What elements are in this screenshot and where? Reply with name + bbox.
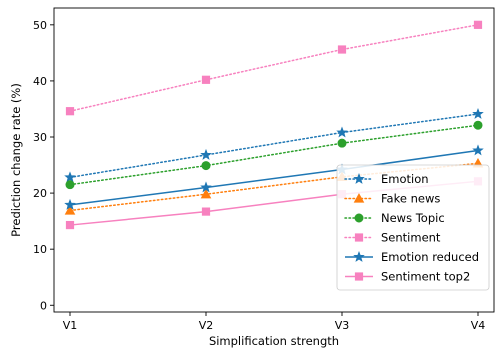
x-tick-label: V1 [63, 319, 78, 332]
y-tick-label: 20 [33, 187, 47, 200]
legend-label-sentiment: Sentiment [381, 231, 441, 245]
y-axis-label: Prediction change rate (%) [9, 83, 23, 237]
x-axis-label: Simplification strength [209, 334, 339, 348]
x-axis: V1 V2 V3 V4 [63, 312, 486, 332]
data-point-emotion-reduced [472, 144, 484, 156]
series-line-emotion-reduced [69, 149, 479, 206]
data-point-sentiment [337, 45, 347, 54]
series-line-emotion [69, 113, 479, 179]
data-point-news-topic [201, 161, 211, 171]
legend-label-fake-news: Fake news [381, 192, 440, 206]
legend-marker-emotion [353, 172, 365, 184]
y-tick-label: 10 [33, 243, 47, 256]
legend-marker-sentiment-top2 [354, 272, 364, 281]
legend-box [336, 164, 490, 291]
data-point-sentiment-top2 [65, 220, 75, 230]
series-line-news-topic [69, 124, 479, 186]
data-point-sentiment [65, 107, 75, 116]
y-tick-label: 0 [40, 299, 47, 312]
data-point-news-topic [337, 138, 347, 148]
x-tick-label: V4 [471, 319, 486, 332]
legend-marker-fake-news [353, 193, 365, 203]
data-point-news-topic [473, 120, 483, 130]
legend-label-news-topic: News Topic [381, 211, 445, 225]
legend-label-sentiment-top2: Sentiment top2 [381, 270, 470, 284]
data-point-emotion [64, 171, 76, 183]
legend-marker-news-topic [354, 213, 364, 223]
y-tick-label: 40 [33, 75, 47, 88]
legend: Emotion Fake news News Topic Sentiment Emoti… [336, 164, 490, 291]
series-line-sentiment [69, 24, 479, 112]
legend-marker-sentiment [354, 233, 364, 242]
legend-label-emotion: Emotion [381, 172, 429, 186]
data-point-sentiment [201, 75, 211, 84]
series-line-fake-news [69, 162, 479, 212]
data-point-emotion-reduced [200, 181, 212, 193]
data-point-emotion [200, 148, 212, 160]
data-point-fake-news [200, 188, 212, 199]
data-point-sentiment-top2 [201, 207, 211, 216]
data-point-fake-news [64, 205, 76, 215]
data-point-emotion-reduced [64, 198, 76, 210]
data-point-emotion [336, 126, 348, 138]
y-tick-label: 30 [33, 131, 47, 144]
x-tick-label: V3 [335, 319, 350, 332]
y-axis: 0 10 20 30 40 50 [33, 19, 54, 312]
y-tick-label: 50 [33, 19, 47, 32]
x-tick-label: V2 [199, 319, 214, 332]
plot-frame [53, 7, 495, 313]
legend-label-emotion-reduced: Emotion reduced [381, 250, 479, 264]
data-point-emotion [472, 107, 484, 119]
data-point-news-topic [65, 180, 75, 190]
legend-marker-emotion-reduced [353, 250, 365, 262]
data-point-sentiment [473, 20, 483, 29]
